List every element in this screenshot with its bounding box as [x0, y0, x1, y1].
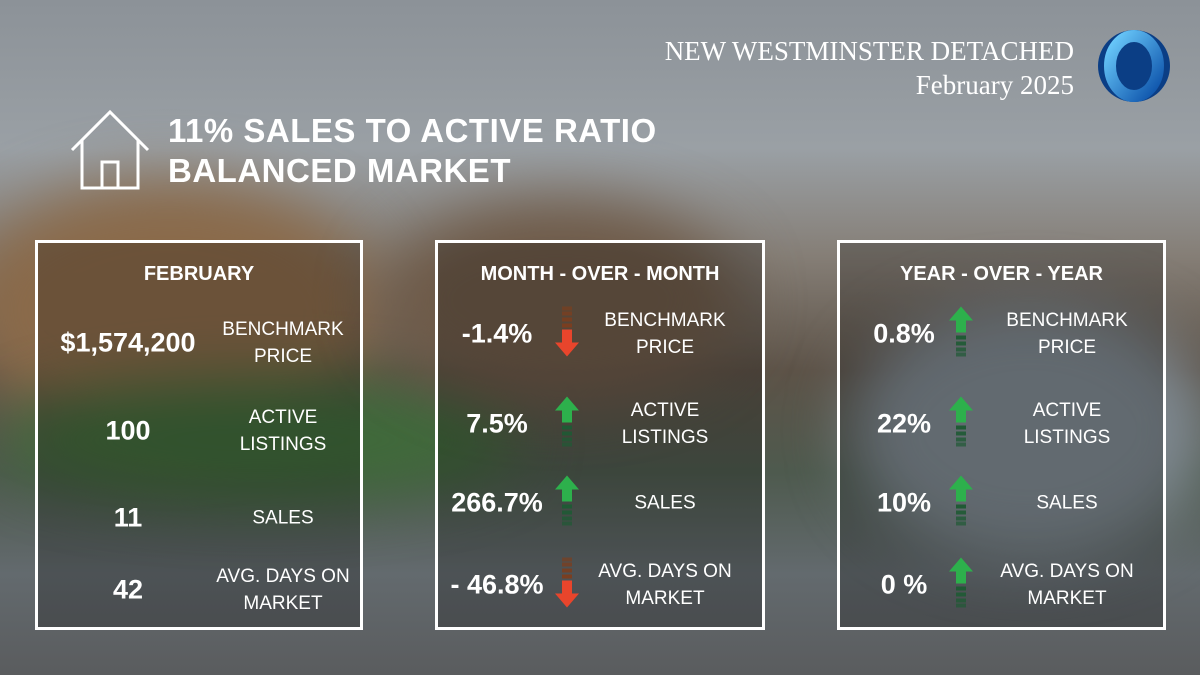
header-subtitle: February 2025 — [915, 70, 1074, 100]
panel-heading: FEBRUARY — [143, 263, 255, 285]
trend-arrow — [554, 306, 580, 362]
arrow-up-icon — [949, 306, 973, 357]
trend-arrow — [948, 396, 974, 452]
header-title: NEW WESTMINSTER DETACHED — [664, 36, 1074, 66]
metric-label: AVG. DAYS ON MARKET — [598, 561, 732, 609]
metric-value: $1,574,200 — [60, 327, 196, 358]
panel-heading: YEAR - OVER - YEAR — [900, 263, 1103, 285]
arrow-down-icon — [555, 306, 579, 357]
metric-value: - 46.8% — [450, 569, 544, 600]
metric-value: 7.5% — [466, 408, 528, 439]
trend-arrow — [948, 557, 974, 613]
metric-label: SALES — [1036, 492, 1098, 514]
metric-label: AVG. DAYS ON MARKET — [216, 566, 350, 614]
arrow-up-icon — [949, 475, 973, 526]
panel: MONTH - OVER - MONTH -1.4% BENCHMARK PRICE… — [435, 240, 765, 630]
metric-label: ACTIVE LISTINGS — [1023, 400, 1111, 448]
trend-arrow — [554, 557, 580, 613]
metric-value: -1.4% — [461, 318, 533, 349]
metric-label: AVG. DAYS ON MARKET — [1000, 561, 1134, 609]
bg-blur — [380, 200, 740, 400]
metric-value: 42 — [112, 574, 144, 605]
headline: 11% SALES TO ACTIVE RATIO — [168, 112, 657, 149]
metric-label: ACTIVE LISTINGS — [621, 400, 709, 448]
metric-value: 266.7% — [451, 487, 543, 518]
arrow-up-icon — [555, 396, 579, 447]
metric-value: 100 — [105, 415, 151, 446]
bg-blur — [0, 380, 520, 500]
trend-arrow — [554, 396, 580, 452]
trend-arrow — [554, 475, 580, 531]
metric-label: ACTIVE LISTINGS — [239, 407, 327, 455]
arrow-up-icon — [949, 396, 973, 447]
panel: YEAR - OVER - YEAR 0.8% BENCHMARK PRICE 22%… — [837, 240, 1166, 630]
metric-label: SALES — [634, 492, 696, 514]
metric-value: 22% — [876, 408, 932, 439]
metric-label: BENCHMARK PRICE — [222, 319, 344, 367]
trend-arrow — [948, 475, 974, 531]
metric-value: 10% — [876, 487, 932, 518]
metric-label: BENCHMARK PRICE — [604, 310, 726, 358]
metric-value: 0.8% — [873, 318, 935, 349]
arrow-up-icon — [949, 557, 973, 608]
bg-blur — [850, 300, 1200, 560]
metric-label: SALES — [252, 507, 314, 529]
house-icon — [70, 109, 150, 190]
logo — [1098, 30, 1170, 102]
headline: BALANCED MARKET — [168, 152, 511, 189]
panel: FEBRUARY $1,574,200 BENCHMARK PRICE 100 ACTI… — [35, 240, 363, 630]
arrow-up-icon — [555, 475, 579, 526]
panel-heading: MONTH - OVER - MONTH — [480, 263, 720, 285]
arrow-down-icon — [555, 557, 579, 608]
trend-arrow — [948, 306, 974, 362]
metric-value: 11 — [113, 502, 143, 533]
metric-value: 0 % — [880, 569, 928, 600]
metric-label: BENCHMARK PRICE — [1006, 310, 1128, 358]
